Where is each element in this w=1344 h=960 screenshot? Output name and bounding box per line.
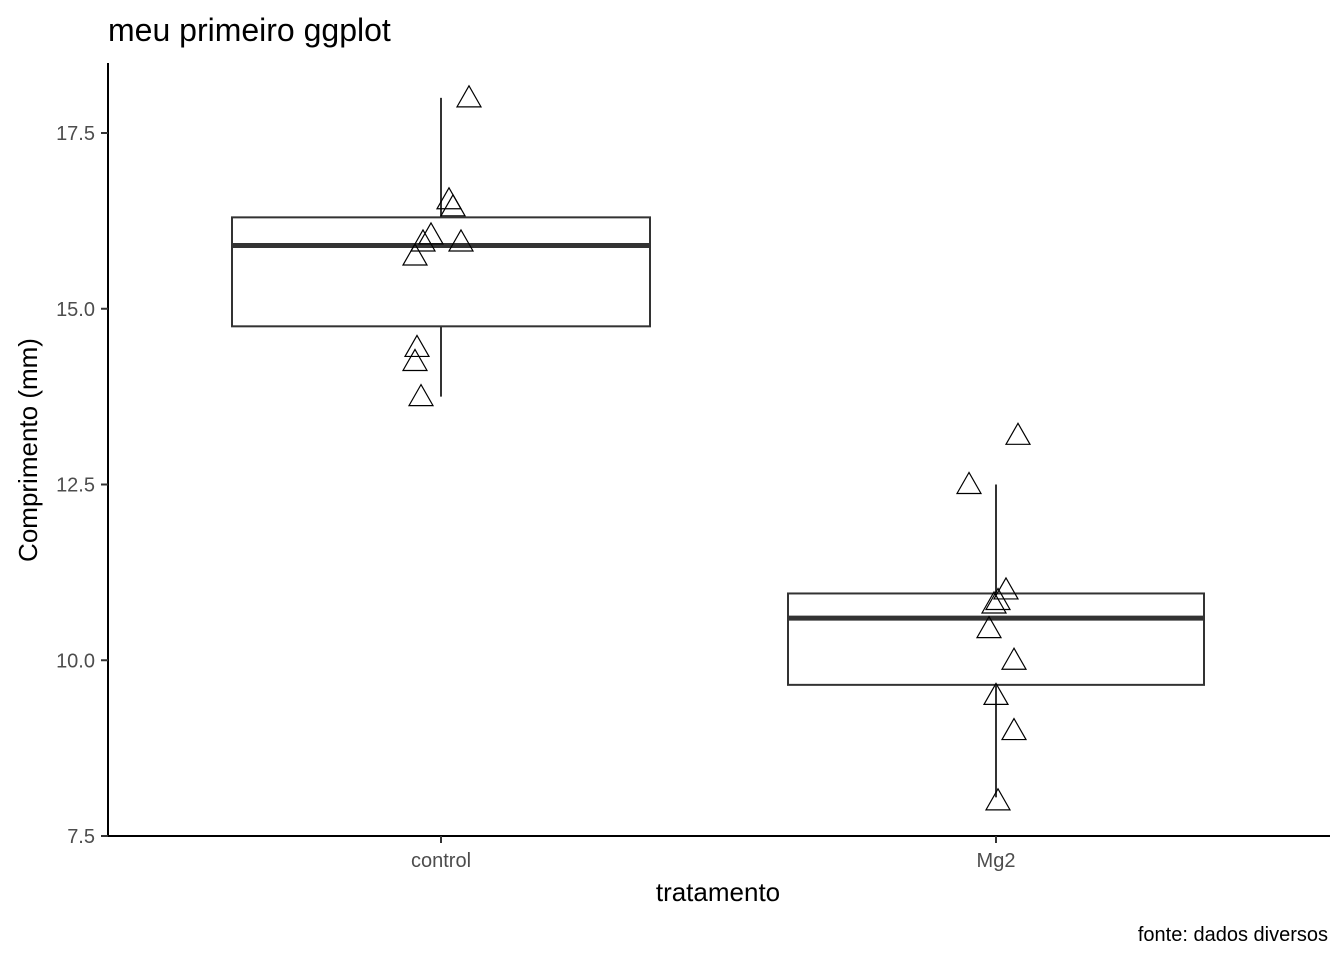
x-tick-label-Mg2: Mg2 — [977, 850, 1016, 872]
data-point — [955, 471, 983, 495]
data-point — [1000, 717, 1028, 741]
plot-area — [231, 84, 1205, 811]
data-point — [992, 576, 1020, 600]
data-point — [455, 84, 483, 108]
data-point — [409, 228, 437, 252]
data-point — [975, 615, 1003, 639]
x-axis-title: tratamento — [656, 877, 780, 907]
y-tick-label: 7.5 — [67, 826, 95, 848]
data-point — [982, 682, 1010, 706]
box-control — [231, 216, 651, 328]
data-point — [447, 228, 475, 252]
chart-title: meu primeiro ggplot — [108, 12, 391, 48]
data-point — [401, 348, 429, 372]
data-point — [401, 242, 429, 266]
y-tick-label: 17.5 — [56, 123, 95, 145]
data-point — [1000, 647, 1028, 670]
data-point — [439, 193, 467, 217]
data-point — [403, 334, 431, 358]
data-point — [984, 787, 1012, 811]
y-tick-label: 12.5 — [56, 475, 95, 497]
data-point — [407, 383, 435, 407]
chart-caption: fonte: dados diversos — [1138, 924, 1328, 946]
y-axis-title: Comprimento (mm) — [13, 338, 43, 562]
data-point — [980, 590, 1008, 614]
x-axis-ticks: control Mg2 — [411, 836, 1015, 872]
y-tick-label: 10.0 — [56, 650, 95, 672]
y-tick-label: 15.0 — [56, 299, 95, 321]
box-Mg2 — [787, 592, 1205, 686]
data-point — [984, 587, 1012, 611]
y-axis-ticks: 7.5 10.0 12.5 15.0 17.5 — [56, 123, 108, 848]
x-tick-label-control: control — [411, 850, 471, 872]
data-point — [1004, 422, 1032, 445]
